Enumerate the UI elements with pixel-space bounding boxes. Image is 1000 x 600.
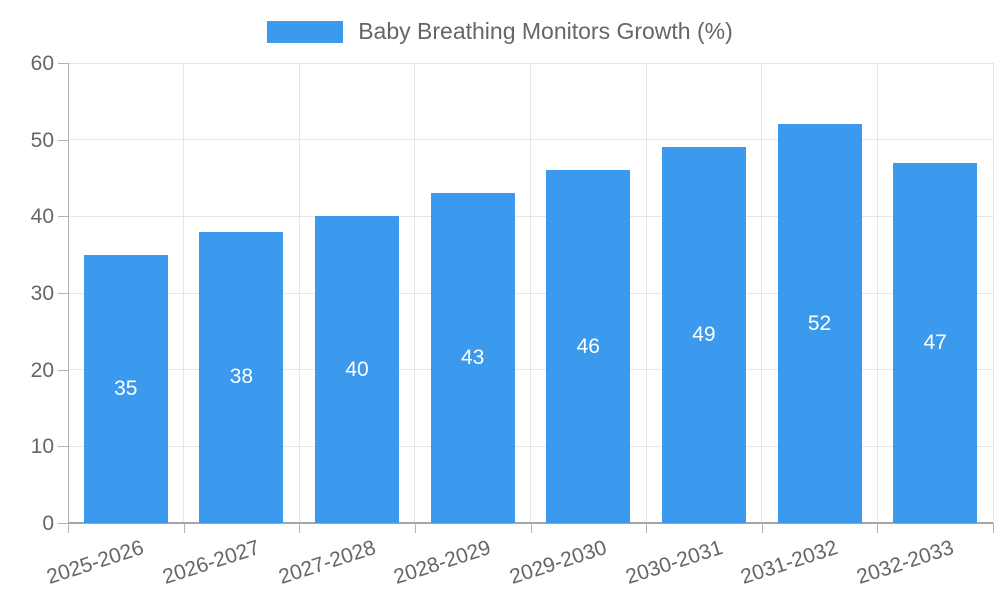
y-tick-mark bbox=[58, 523, 68, 524]
x-tick-mark bbox=[877, 523, 879, 533]
y-tick-mark bbox=[58, 216, 68, 218]
gridline-x-boundary bbox=[183, 63, 185, 523]
bar-value-label: 40 bbox=[345, 357, 369, 381]
bar-2026-2027[interactable]: 38 bbox=[199, 231, 284, 523]
y-tick-label-50: 50 bbox=[30, 128, 54, 152]
x-tick-label-2032-2033: 2032-2033 bbox=[853, 536, 957, 589]
x-tick-label-2031-2032: 2031-2032 bbox=[738, 536, 841, 589]
bar-2032-2033[interactable]: 47 bbox=[893, 162, 978, 523]
gridline-x-boundary bbox=[414, 63, 416, 523]
x-tick-label-2026-2027: 2026-2027 bbox=[159, 536, 263, 589]
gridline-x-boundary bbox=[530, 63, 531, 523]
x-tick-mark bbox=[530, 523, 532, 533]
legend-label: Baby Breathing Monitors Growth (%) bbox=[358, 18, 733, 44]
x-tick-label-2029-2030: 2029-2030 bbox=[506, 536, 610, 589]
bar-value-label: 35 bbox=[114, 376, 138, 400]
bar-2025-2026[interactable]: 35 bbox=[83, 254, 168, 523]
y-tick-mark bbox=[58, 139, 68, 141]
y-tick-mark bbox=[58, 63, 68, 64]
gridline-x-boundary bbox=[761, 63, 763, 523]
bar-2028-2029[interactable]: 43 bbox=[430, 193, 515, 523]
bar-value-label: 47 bbox=[923, 330, 947, 354]
bar-2027-2028[interactable]: 40 bbox=[315, 216, 400, 523]
bar-value-label: 38 bbox=[229, 365, 254, 389]
gridline-x-boundary bbox=[876, 63, 878, 523]
y-tick-mark bbox=[58, 293, 68, 294]
x-tick-label-2027-2028: 2027-2028 bbox=[275, 536, 379, 589]
bar-value-label: 46 bbox=[576, 334, 600, 358]
x-tick-mark bbox=[761, 523, 763, 533]
x-tick-mark bbox=[993, 523, 994, 533]
x-tick-label-2028-2029: 2028-2029 bbox=[391, 536, 494, 589]
bar-2031-2032[interactable]: 52 bbox=[777, 124, 862, 523]
bar-value-label: 43 bbox=[461, 346, 485, 370]
x-tick-label-2025-2026: 2025-2026 bbox=[44, 536, 147, 589]
bar-2030-2031[interactable]: 49 bbox=[661, 147, 746, 523]
gridline-x-boundary bbox=[992, 63, 994, 523]
x-tick-mark bbox=[68, 523, 69, 533]
x-tick-mark bbox=[299, 523, 301, 533]
y-tick-label-20: 20 bbox=[30, 358, 54, 382]
x-tick-label-2030-2031: 2030-2031 bbox=[622, 536, 726, 589]
bar-value-label: 52 bbox=[807, 311, 832, 335]
legend-swatch bbox=[267, 20, 344, 43]
gridline-x-boundary bbox=[298, 63, 300, 523]
y-tick-mark bbox=[58, 369, 68, 371]
plot-area: 35 38 40 43 46 49 52 47 bbox=[68, 62, 994, 524]
x-tick-mark bbox=[414, 523, 416, 533]
bar-2029-2030[interactable]: 46 bbox=[546, 170, 631, 523]
gridline-x-boundary bbox=[645, 63, 647, 523]
bar-value-label: 49 bbox=[692, 323, 716, 347]
y-tick-label-40: 40 bbox=[30, 205, 54, 229]
x-tick-mark bbox=[646, 523, 648, 533]
y-axis-line bbox=[68, 63, 69, 523]
x-tick-mark bbox=[183, 523, 185, 533]
y-tick-mark bbox=[58, 446, 68, 448]
y-tick-label-0: 0 bbox=[42, 512, 54, 535]
y-tick-label-60: 60 bbox=[30, 52, 54, 75]
y-tick-label-30: 30 bbox=[30, 282, 54, 305]
y-tick-label-10: 10 bbox=[30, 435, 54, 459]
chart-legend[interactable]: Baby Breathing Monitors Growth (%) bbox=[0, 18, 1000, 45]
